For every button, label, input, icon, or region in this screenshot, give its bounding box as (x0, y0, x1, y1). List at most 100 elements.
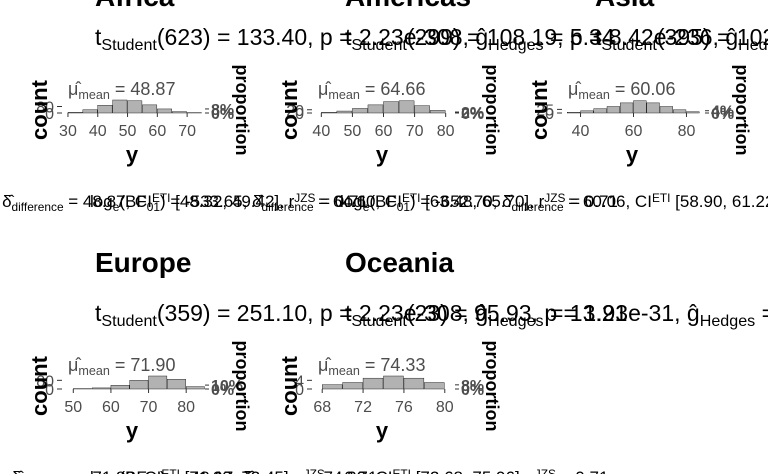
text-part: Student (101, 36, 157, 54)
y-tick-label: 80 (36, 100, 54, 117)
bar (367, 104, 384, 114)
text-part: μ̂ (68, 79, 81, 99)
text-part: = 8.42e-236, (583, 24, 726, 50)
y2-tick-label: 0% (461, 382, 484, 399)
text-part: ĝ (725, 24, 738, 50)
text-part: difference (512, 200, 564, 214)
y2-tick-label: 0% (211, 382, 234, 399)
bar (185, 386, 205, 390)
x-tick-label: 70 (406, 123, 424, 140)
text-part: mean (328, 88, 360, 102)
text-part: Hedges (738, 36, 768, 54)
bar (342, 382, 363, 390)
x-tick-label: 40 (89, 123, 107, 140)
bar (157, 108, 172, 114)
text-part: = 18.99 (755, 300, 768, 326)
x-tick-label: 70 (140, 399, 158, 416)
subtitle: tStudent(623) = 133.40, p = 2.23e-308, ĝ… (95, 24, 615, 54)
x-tick-label: 80 (177, 399, 195, 416)
y2-tick-label: 4% (711, 104, 734, 121)
x-tick-label: 76 (395, 399, 413, 416)
text-part: difference (12, 200, 64, 214)
y2-tick-label: 8% (461, 378, 484, 395)
text-part: ETI (392, 467, 411, 474)
bar (352, 108, 368, 114)
x-axis-title: y (126, 418, 139, 443)
x-tick-label: 80 (436, 399, 454, 416)
y-axis-title: count (277, 355, 302, 416)
text-part: [71.33, 72.45], r (180, 468, 304, 474)
text-part: ETI (402, 191, 421, 205)
bar (606, 106, 620, 114)
text-part: Hedges (700, 312, 755, 330)
x-tick-label: 30 (59, 123, 77, 140)
bar (673, 109, 687, 114)
text-part: (BF (119, 468, 146, 474)
bar (97, 105, 113, 114)
bar (383, 375, 404, 390)
bar (646, 102, 660, 114)
text-part: = 1.93e-31, (557, 300, 687, 326)
text-part: Student (601, 36, 657, 54)
text-part: t (595, 24, 602, 50)
text-part: (359) = 251.10, (157, 300, 320, 326)
subtitle: tStudent(299) = 108.19, p = 8.42e-236, ĝ… (345, 24, 768, 54)
text-part: = 0.71 (315, 192, 367, 211)
text-part: 01 (147, 200, 161, 214)
text-part: = 64.66 (360, 79, 426, 99)
text-part: = 0.71 (556, 468, 608, 474)
chart-title: Asia (595, 0, 655, 12)
bar (322, 384, 343, 390)
bar (398, 100, 415, 114)
text-part: (23) = 95.93, (407, 300, 544, 326)
subtitle: tStudent(395) = 102.55, p = 1.37e-285, ĝ… (595, 24, 768, 54)
text-part: difference (262, 200, 314, 214)
bar (82, 109, 98, 114)
text-part: μ̂ (318, 355, 331, 375)
x-tick-label: 72 (354, 399, 372, 416)
bar (362, 377, 384, 390)
bar (112, 99, 128, 114)
x-tick-label: 50 (119, 123, 137, 140)
text-part: log (90, 468, 113, 474)
text-part: = 71.90 (110, 355, 176, 375)
bar (110, 385, 130, 390)
bar (172, 111, 187, 114)
text-part: Student (351, 36, 407, 54)
text-part: mean (328, 364, 360, 378)
text-part: μ̂ (318, 79, 331, 99)
y-tick-label: 0 (45, 382, 54, 399)
y-axis-title: count (27, 79, 52, 140)
caption: loge(BF01) = -652.70, δ̂difference = 60.… (340, 191, 768, 214)
y2-axis-title: proportion (482, 341, 502, 432)
subtitle: tStudent(23) = 95.93, p = 1.93e-31, ĝHed… (345, 300, 768, 330)
y2-tick-label: 2% (461, 105, 484, 122)
text-part: = 60.06 (610, 79, 676, 99)
mean-label: μ̂mean = 74.33 (318, 355, 425, 378)
bar (167, 379, 186, 390)
text-part: t (345, 300, 352, 326)
text-part: ) = -48.17, (160, 468, 243, 474)
text-part: = 0.71 (565, 192, 617, 211)
x-tick-label: 60 (102, 399, 120, 416)
caption: loge(BF01) = -1481.74, δ̂difference = 71… (0, 467, 377, 474)
subtitle: tStudent(359) = 251.10, p = 2.23e-308, ĝ… (95, 300, 627, 330)
text-part: = 2.23e-308, (333, 24, 476, 50)
text-part: = 74.32, CI (304, 468, 392, 474)
text-part: p (570, 24, 583, 50)
x-tick-label: 40 (312, 123, 330, 140)
y2-axis-title: proportion (232, 341, 252, 432)
y-tick-label: 0 (295, 106, 304, 123)
x-axis-title: y (376, 418, 389, 443)
x-tick-label: 50 (344, 123, 362, 140)
y2-tick-label: 0% (711, 106, 734, 123)
caption: loge(BF01) = -48.17, δ̂difference = 74.3… (90, 467, 608, 474)
text-part: Hedges (488, 36, 543, 54)
text-part: ETI (652, 191, 671, 205)
x-tick-label: 70 (178, 123, 196, 140)
text-part: [63.48, 65.70], r (420, 192, 544, 211)
y-axis-title: count (27, 355, 52, 416)
text-part: [58.90, 61.22], r (670, 192, 768, 211)
text-part: ETI (152, 191, 171, 205)
x-tick-label: 80 (678, 123, 696, 140)
